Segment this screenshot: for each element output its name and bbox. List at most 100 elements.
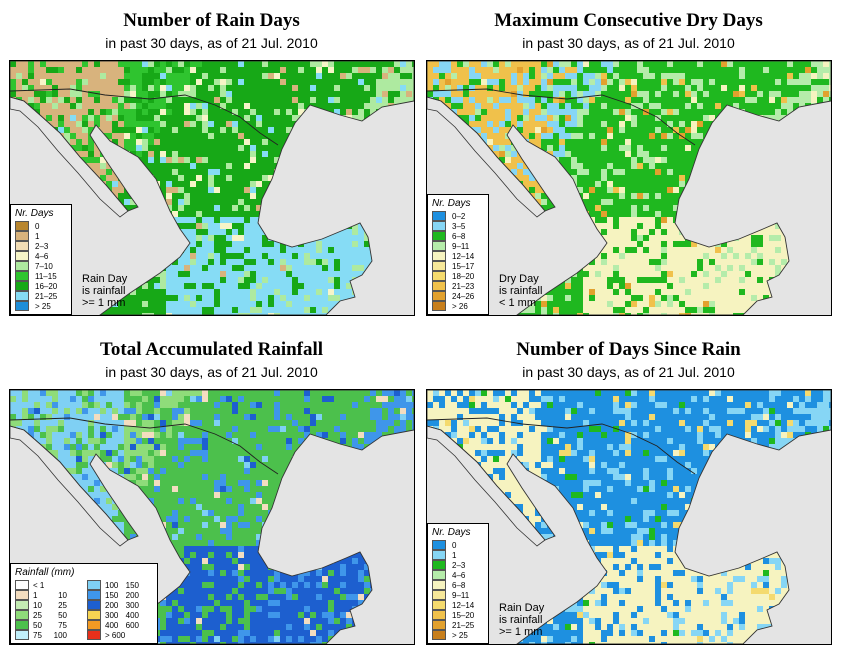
legend-high: 400 xyxy=(125,610,139,620)
coastline xyxy=(427,61,831,315)
us-mexico-border xyxy=(427,88,696,146)
legend-label: 6–8 xyxy=(452,580,466,590)
legend-swatch xyxy=(15,251,29,261)
note-line: Dry Day xyxy=(499,273,539,285)
legend-item: 9–11 xyxy=(432,590,484,600)
legend-item: 6–8 xyxy=(432,580,484,590)
legend-label: 6–8 xyxy=(452,231,466,241)
legend: Nr. Days 0 1 2–3 4–6 7–10 11–15 16–20 21–25 > 25 xyxy=(10,204,72,315)
legend-item: 12–14 xyxy=(432,600,484,610)
legend-item: 21–25 xyxy=(432,620,484,630)
legend-label: 15–20 xyxy=(452,610,475,620)
legend-swatch xyxy=(432,620,446,630)
legend-item: 1 xyxy=(15,231,67,241)
legend-swatch xyxy=(87,580,101,590)
panel-subtitle: in past 30 days, as of 21 Jul. 2010 xyxy=(105,364,318,380)
legend-low: > 600 xyxy=(105,630,126,640)
map-canvas xyxy=(10,61,414,315)
legend-item: 15–20 xyxy=(432,610,484,620)
map-rain-days: Nr. Days 0 1 2–3 4–6 7–10 11–15 16–20 21–25 > 25 R… xyxy=(9,60,415,316)
legend-item: 50 75 xyxy=(15,620,81,630)
note-line: is rainfall xyxy=(82,285,126,297)
legend-label: 24–26 xyxy=(452,291,475,301)
panel-title: Number of Days Since Rain xyxy=(516,339,741,360)
legend-swatch xyxy=(15,281,29,291)
legend-swatch xyxy=(87,620,101,630)
legend-swatch xyxy=(432,271,446,281)
legend-label: 9–11 xyxy=(452,241,470,251)
legend-label: 4–6 xyxy=(452,570,466,580)
note-line: >= 1 mm xyxy=(499,626,543,638)
legend-swatch xyxy=(15,580,29,590)
legend-low: < 1 xyxy=(33,580,45,590)
legend-swatch xyxy=(15,241,29,251)
panel-subtitle: in past 30 days, as of 21 Jul. 2010 xyxy=(105,35,318,51)
definition-note: Dry Day is rainfall < 1 mm xyxy=(499,273,542,309)
legend-item: 24–26 xyxy=(432,291,484,301)
legend-low: 50 xyxy=(33,620,42,630)
legend-item: < 1 xyxy=(15,580,81,590)
legend-label: 4–6 xyxy=(35,251,49,261)
legend-swatch xyxy=(432,540,446,550)
definition-note: Rain Day is rainfall >= 1 mm xyxy=(82,273,127,309)
legend-low: 100 xyxy=(105,580,119,590)
legend-swatch xyxy=(15,261,29,271)
legend-title: Nr. Days xyxy=(432,198,471,209)
map-days-since-rain: Nr. Days 0 1 2–3 4–6 6–8 9–11 12–14 15–20 21–25 > … xyxy=(426,389,832,645)
legend-item: 4–6 xyxy=(432,570,484,580)
legend-label: 7–10 xyxy=(35,261,53,271)
legend-high: 300 xyxy=(125,600,139,610)
legend-low: 300 xyxy=(105,610,119,620)
legend-item: 200 300 xyxy=(87,600,153,610)
legend-item: 15–17 xyxy=(432,261,484,271)
us-mexico-border xyxy=(10,88,279,146)
definition-note: Rain Day is rainfall >= 1 mm xyxy=(499,602,544,638)
legend-low: 400 xyxy=(105,620,119,630)
panel-days-since-rain: Number of Days Since Rain in past 30 day… xyxy=(417,329,840,658)
legend-label: 9–11 xyxy=(452,590,470,600)
note-line: Rain Day xyxy=(82,273,128,285)
us-mexico-border xyxy=(10,417,279,475)
panel-rain-days: Number of Rain Days in past 30 days, as … xyxy=(0,0,423,329)
panel-subtitle: in past 30 days, as of 21 Jul. 2010 xyxy=(522,35,735,51)
legend-label: > 26 xyxy=(452,301,468,311)
panel-total-rainfall: Total Accumulated Rainfall in past 30 da… xyxy=(0,329,423,658)
legend-item: 9–11 xyxy=(432,241,484,251)
legend-item: 11–15 xyxy=(15,271,67,281)
legend-item: 2–3 xyxy=(15,241,67,251)
legend-label: 0 xyxy=(452,540,457,550)
legend-label: 15–17 xyxy=(452,261,475,271)
legend-label: 21–25 xyxy=(452,620,475,630)
legend-item: 1 10 xyxy=(15,590,81,600)
legend-high: 200 xyxy=(125,590,139,600)
legend-label: 1 xyxy=(452,550,457,560)
coastline xyxy=(427,390,831,644)
legend-item: > 26 xyxy=(432,301,484,311)
legend-swatch xyxy=(432,550,446,560)
legend-label: 18–20 xyxy=(452,271,475,281)
legend-swatch xyxy=(432,231,446,241)
legend-item: > 25 xyxy=(432,630,484,640)
legend-swatch xyxy=(432,560,446,570)
panel-subtitle: in past 30 days, as of 21 Jul. 2010 xyxy=(522,364,735,380)
legend-item: 150 200 xyxy=(87,590,153,600)
legend-high: 75 xyxy=(58,620,67,630)
legend-swatch xyxy=(432,291,446,301)
legend-title: Nr. Days xyxy=(15,208,54,219)
coastline xyxy=(10,61,414,315)
legend-item: 1 xyxy=(432,550,484,560)
legend-swatch xyxy=(15,231,29,241)
legend-item: > 600 xyxy=(87,630,153,640)
legend-swatch xyxy=(15,221,29,231)
legend-swatch xyxy=(432,211,446,221)
legend-swatch xyxy=(432,600,446,610)
legend-label: > 25 xyxy=(452,630,468,640)
note-line: < 1 mm xyxy=(499,297,536,309)
coastline xyxy=(10,390,414,644)
legend-label: 11–15 xyxy=(35,271,57,281)
legend-item: 10 25 xyxy=(15,600,81,610)
legend-label: 16–20 xyxy=(35,281,58,291)
note-line: is rainfall xyxy=(499,614,543,626)
legend-low: 200 xyxy=(105,600,119,610)
legend-high: 25 xyxy=(58,600,67,610)
